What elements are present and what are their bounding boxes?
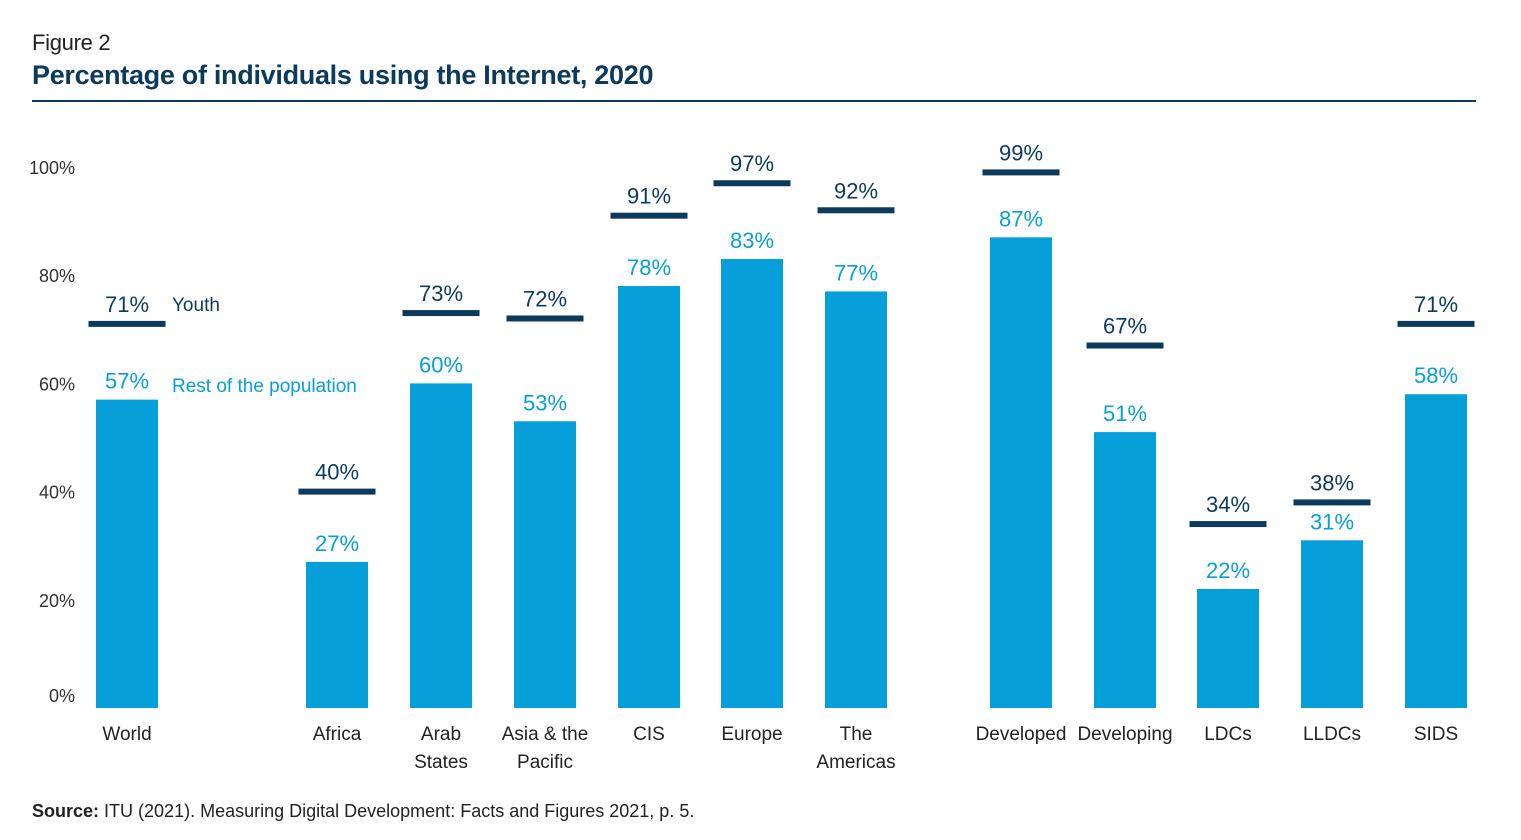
youth-value-label: 92% [834, 178, 878, 203]
youth-marker [506, 315, 584, 322]
x-tick-label: States [414, 752, 468, 773]
x-tick-label: Developed [976, 724, 1067, 745]
y-tick-label: 80% [39, 266, 75, 286]
bar-value-label: 31% [1310, 509, 1354, 534]
youth-value-label: 99% [999, 140, 1043, 165]
chart-title: Percentage of individuals using the Inte… [32, 60, 654, 90]
youth-marker [88, 320, 166, 327]
bar [990, 237, 1052, 708]
youth-marker [1189, 521, 1267, 528]
bar [410, 383, 472, 708]
title-divider [32, 100, 1476, 102]
youth-marker [298, 488, 376, 495]
x-axis: World Africa Arab States Asia & the Pacific CI… [102, 724, 1458, 773]
x-tick-label: LDCs [1204, 724, 1252, 745]
youth-marker [402, 310, 480, 317]
x-tick-label: The [840, 724, 873, 745]
x-tick-label: SIDS [1414, 724, 1458, 745]
x-tick-label: Europe [721, 724, 782, 745]
bar-value-label: 83% [730, 228, 774, 253]
youth-marker [1293, 499, 1371, 506]
bar-value-label: 53% [523, 390, 567, 415]
youth-value-label: 34% [1206, 492, 1250, 517]
youth-marker [1086, 342, 1164, 349]
youth-marker [1397, 320, 1475, 327]
bar-value-label: 58% [1414, 363, 1458, 388]
x-tick-label: Arab [421, 724, 461, 745]
youth-marker [610, 212, 688, 219]
bar [1405, 394, 1467, 708]
markers-youth: 71% 40% 73% 72% 91% 97% 92% 99% 67% 34% 38% 71% [88, 140, 1475, 528]
youth-value-label: 71% [105, 292, 149, 317]
bar-chart: 0% 20% 40% 60% 80% 100% 57% 27% 60% 53% 78% 83% 77%… [29, 140, 1475, 773]
bar-value-label: 77% [834, 260, 878, 285]
bar-value-label: 87% [999, 206, 1043, 231]
y-tick-label: 40% [39, 483, 75, 503]
x-tick-label: World [102, 724, 151, 745]
youth-value-label: 71% [1414, 292, 1458, 317]
youth-value-label: 72% [523, 286, 567, 311]
youth-value-label: 97% [730, 151, 774, 176]
bar-value-label: 60% [419, 352, 463, 377]
bar-value-label: 57% [105, 369, 149, 394]
bar [306, 561, 368, 708]
youth-marker [982, 169, 1060, 176]
y-tick-label: 0% [49, 686, 75, 706]
x-tick-label: Americas [816, 752, 895, 773]
youth-marker [817, 207, 895, 214]
youth-value-label: 67% [1103, 314, 1147, 339]
y-axis: 0% 20% 40% 60% 80% 100% [29, 158, 75, 706]
figure-label: Figure 2 [32, 30, 111, 55]
youth-marker [713, 180, 791, 187]
x-tick-label: LLDCs [1303, 724, 1361, 745]
youth-value-label: 73% [419, 281, 463, 306]
x-tick-label: Pacific [517, 752, 573, 773]
x-tick-label: Developing [1077, 724, 1172, 745]
source-text: ITU (2021). Measuring Digital Developmen… [104, 801, 695, 821]
x-tick-label: Africa [313, 724, 362, 745]
youth-value-label: 91% [627, 184, 671, 209]
bar-value-label: 78% [627, 255, 671, 280]
legend-rest-of-population: Rest of the population [172, 376, 357, 397]
bar [721, 258, 783, 708]
y-tick-label: 20% [39, 591, 75, 611]
legend: Youth Rest of the population [172, 295, 357, 397]
bar [96, 399, 158, 708]
y-tick-label: 60% [39, 374, 75, 394]
bar [1094, 432, 1156, 708]
y-tick-label: 100% [29, 158, 75, 178]
bar [1197, 588, 1259, 708]
source-note: Source: ITU (2021). Measuring Digital De… [32, 801, 694, 822]
bar-value-label: 27% [315, 531, 359, 556]
source-label: Source: [32, 801, 100, 821]
bar [1301, 540, 1363, 708]
youth-value-label: 38% [1310, 470, 1354, 495]
bar-value-label: 22% [1206, 558, 1250, 583]
bar [825, 291, 887, 708]
bar-value-label: 51% [1103, 401, 1147, 426]
legend-youth: Youth [172, 295, 220, 316]
bars-rest-of-population: 57% 27% 60% 53% 78% 83% 77% 87% 51% 22% 31% 58% [96, 206, 1467, 708]
youth-value-label: 40% [315, 460, 359, 485]
bar [514, 421, 576, 708]
x-tick-label: Asia & the [502, 724, 589, 745]
bar [618, 286, 680, 708]
x-tick-label: CIS [633, 724, 665, 745]
